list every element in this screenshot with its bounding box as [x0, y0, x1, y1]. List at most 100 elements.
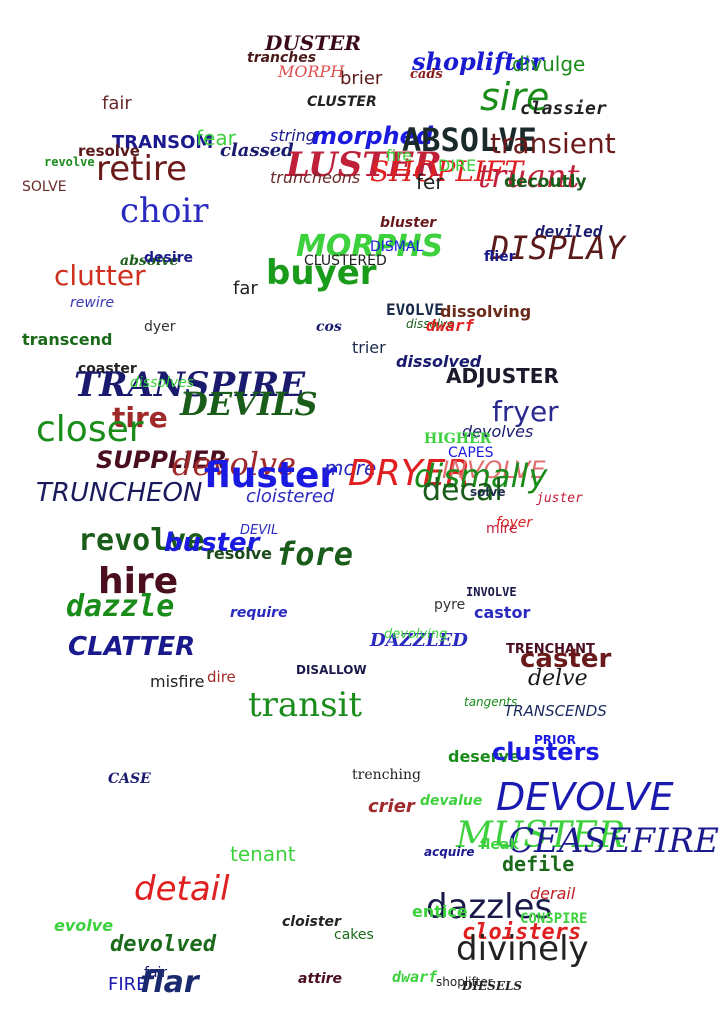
word: tire: [112, 401, 168, 434]
word: DAZZLED: [370, 630, 468, 651]
word: CONSPIRE: [520, 911, 588, 927]
word: devolved: [110, 932, 216, 957]
word: tangents: [464, 695, 518, 709]
word: TRANSCENDS: [504, 702, 607, 720]
word: devolve: [172, 445, 297, 483]
word: fair: [144, 965, 168, 981]
word: cos: [316, 319, 342, 335]
word: divulge: [512, 52, 586, 76]
word: solve: [470, 485, 506, 499]
word: DRYER: [348, 453, 471, 494]
word: classed: [220, 140, 294, 161]
word: dyer: [144, 319, 176, 335]
word: DIRE: [438, 156, 477, 175]
word: fire: [386, 146, 413, 165]
word: pyre: [434, 597, 466, 613]
word: trier: [352, 338, 386, 357]
word: fryer: [492, 395, 559, 428]
word: DEVOLVE: [496, 775, 674, 819]
word: devolving: [384, 627, 448, 642]
word: juster: [536, 491, 583, 506]
word: cloister: [282, 914, 341, 930]
word: choir: [120, 191, 209, 231]
word: SUPPLIER: [96, 446, 228, 474]
word: ABSOLVE: [402, 121, 537, 159]
word: hire: [98, 561, 179, 602]
word: acquire: [424, 845, 475, 859]
word: cloisters: [462, 920, 582, 945]
word: detail: [134, 869, 230, 909]
word: TRANSPIRE: [74, 365, 306, 405]
word: DEVIL: [240, 523, 279, 538]
word: defile: [502, 852, 575, 876]
word: DISPLAY: [490, 229, 625, 267]
word: buyer: [266, 253, 377, 293]
word: INVOLVE: [466, 585, 517, 599]
word: cakes: [334, 927, 374, 943]
word: string: [270, 126, 316, 145]
word: foyer: [496, 515, 533, 531]
word: CEASEFIRE: [508, 821, 719, 861]
word: fair: [102, 93, 132, 114]
word: coaster: [78, 361, 137, 377]
word: revolve: [78, 523, 205, 558]
word: resolve: [78, 142, 140, 160]
word: dazzles: [426, 887, 553, 927]
word: misfire: [150, 672, 205, 691]
word: attire: [298, 971, 343, 987]
word: EVOLVE: [386, 300, 444, 319]
word: fluster: [204, 455, 338, 496]
word: bluster: [380, 215, 437, 231]
word: dwarf: [426, 316, 475, 335]
word: HIGHER: [424, 431, 492, 447]
word: delve: [528, 666, 588, 691]
word: entice: [412, 902, 468, 921]
word: flar: [140, 965, 199, 1000]
word: MUSTER: [456, 815, 626, 856]
word: divinely: [456, 929, 589, 969]
word: cloistered: [246, 486, 335, 507]
word: DEVILS: [180, 385, 318, 423]
word: classier: [520, 98, 607, 119]
word: decal: [422, 473, 503, 508]
word: CASE: [108, 771, 151, 787]
word: clusters: [492, 738, 600, 766]
word: CLUSTER: [307, 94, 377, 110]
word: tenant: [230, 842, 296, 866]
word: PRIOR: [534, 733, 576, 747]
word: dismally: [414, 457, 548, 495]
word: MORPH: [278, 62, 345, 81]
word: sire: [480, 75, 550, 119]
word: rewire: [70, 295, 115, 311]
word: deviled: [535, 222, 603, 241]
word: more: [324, 456, 377, 480]
word: dissolve: [406, 317, 455, 331]
word: dissolved: [396, 352, 482, 371]
word: dissolving: [440, 302, 532, 321]
word: truncheons: [270, 168, 361, 187]
word: ADJUSTER: [446, 364, 559, 388]
word: TRUNCHEON: [36, 478, 203, 508]
word: castor: [474, 603, 531, 622]
word: tranches: [247, 50, 317, 66]
word: LUSTER: [286, 145, 442, 185]
word: CAPES: [448, 445, 494, 461]
word: require: [230, 605, 288, 621]
word: absolve: [120, 253, 179, 269]
word: morphed: [312, 122, 434, 150]
word: derail: [530, 884, 576, 903]
word: crier: [368, 796, 415, 817]
word: buster: [164, 528, 260, 558]
word: evolve: [54, 916, 114, 935]
word: FIRE: [108, 974, 148, 995]
word: shoplifter: [412, 47, 544, 76]
word: TRENCHANT: [506, 642, 595, 657]
word: DIESELS: [462, 979, 523, 993]
word: CLUSTERED: [304, 253, 387, 269]
word: CLATTER: [68, 632, 196, 662]
word: revolve: [44, 155, 95, 169]
word: trenching: [352, 767, 421, 783]
word: shoplifter: [436, 975, 493, 989]
word: clutter: [54, 259, 146, 292]
